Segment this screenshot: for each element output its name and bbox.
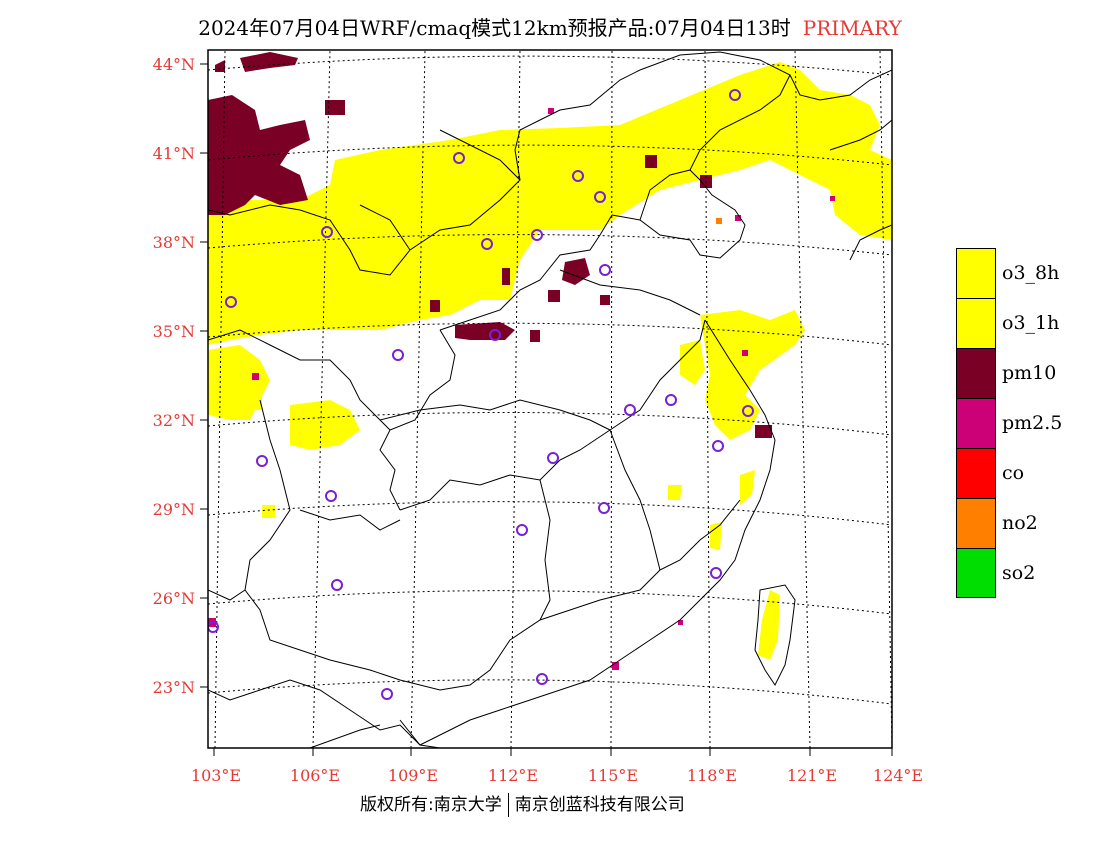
legend-label: pm2.5 — [1002, 412, 1063, 434]
legend-label: no2 — [1002, 512, 1038, 534]
lon-label-124: 124°E — [873, 766, 923, 785]
lat-ticks — [200, 63, 208, 688]
legend-swatch — [956, 248, 996, 298]
legend-swatch — [956, 448, 996, 498]
legend-label: co — [1002, 462, 1025, 484]
map-title: 2024年07月04日WRF/cmaq模式12km预报产品:07月04日13时 P… — [0, 12, 1100, 41]
legend-item-no2: no2 — [956, 498, 1062, 548]
legend-swatch — [956, 548, 996, 598]
lon-ticks — [213, 748, 893, 756]
legend-item-o3-8h: o3_8h — [956, 248, 1062, 298]
primary-tag: PRIMARY — [802, 16, 902, 40]
legend-item-so2: so2 — [956, 548, 1062, 598]
lon-label-103: 103°E — [191, 766, 241, 785]
pm10-area — [208, 52, 772, 438]
legend-item-pm2-5: pm2.5 — [956, 398, 1062, 448]
lon-label-115: 115°E — [588, 766, 638, 785]
legend-item-pm10: pm10 — [956, 348, 1062, 398]
lon-label-109: 109°E — [388, 766, 438, 785]
station-markers — [208, 89, 754, 700]
plot-frame — [207, 49, 893, 749]
copyright-owner: 版权所有:南京大学 — [360, 795, 502, 815]
lon-label-121: 121°E — [787, 766, 837, 785]
lat-label-35: 35°N — [153, 322, 195, 341]
lon-label-112: 112°E — [488, 766, 538, 785]
lat-label-38: 38°N — [153, 233, 195, 252]
lon-labels: 103°E 106°E 109°E 112°E 115°E 118°E 121°… — [191, 766, 923, 785]
lat-labels: 44°N 41°N 38°N 35°N 32°N 29°N 26°N 23°N — [153, 55, 195, 697]
title-main: 2024年07月04日WRF/cmaq模式12km预报产品:07月04日13时 — [198, 16, 791, 40]
legend-label: o3_8h — [1002, 262, 1060, 284]
o3-area — [208, 62, 892, 660]
legend-label: pm10 — [1002, 362, 1057, 384]
legend-swatch — [956, 398, 996, 448]
legend-swatch — [956, 348, 996, 398]
lat-label-29: 29°N — [153, 500, 195, 519]
lat-label-26: 26°N — [153, 589, 195, 608]
no2-spot — [716, 218, 722, 224]
lat-label-32: 32°N — [153, 411, 195, 430]
lat-label-23: 23°N — [153, 678, 195, 697]
copyright-company: 南京创蓝科技有限公司 — [514, 795, 685, 815]
legend-swatch — [956, 498, 996, 548]
legend-label: o3_1h — [1002, 312, 1060, 334]
map-plot — [208, 50, 892, 748]
footer-separator — [507, 793, 509, 817]
legend-label: so2 — [1002, 562, 1036, 584]
pollutant-legend: o3_8h o3_1h pm10 pm2.5 co no2 so2 — [956, 248, 1062, 598]
lon-label-106: 106°E — [290, 766, 340, 785]
legend-swatch — [956, 298, 996, 348]
lat-label-41: 41°N — [153, 144, 195, 163]
lon-label-118: 118°E — [687, 766, 737, 785]
legend-item-o3-1h: o3_1h — [956, 298, 1062, 348]
legend-item-co: co — [956, 448, 1062, 498]
lat-label-44: 44°N — [153, 55, 195, 74]
copyright-footer: 版权所有:南京大学 南京创蓝科技有限公司 — [360, 790, 685, 817]
